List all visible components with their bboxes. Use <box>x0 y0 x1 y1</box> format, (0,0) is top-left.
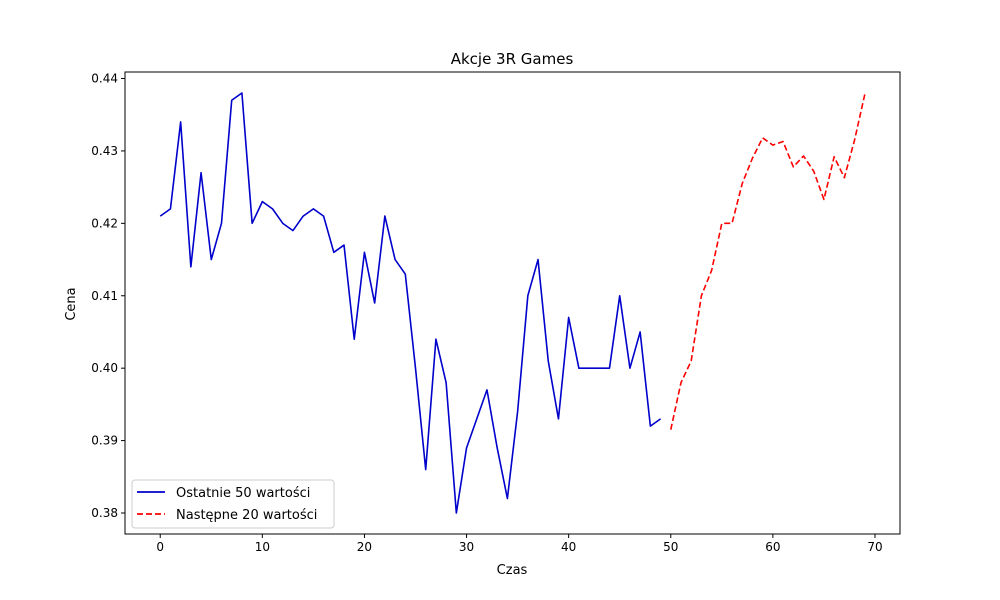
x-axis-label: Czas <box>497 563 528 578</box>
x-tick-label: 30 <box>459 540 474 554</box>
series-layer <box>159 92 866 514</box>
y-axis-label: Cena <box>64 287 79 320</box>
y-tick-label: 0.42 <box>91 216 118 230</box>
x-tick-label: 0 <box>156 540 164 554</box>
x-tick-label: 10 <box>255 540 270 554</box>
y-tick-label: 0.41 <box>91 289 118 303</box>
legend-box <box>131 479 335 529</box>
x-tick-label: 50 <box>663 540 678 554</box>
series-line-observed <box>159 92 662 514</box>
y-tick-label: 0.44 <box>91 72 118 86</box>
x-tick-label: 40 <box>561 540 576 554</box>
legend-label-observed: Ostatnie 50 wartości <box>176 486 310 501</box>
chart-title: Akcje 3R Games <box>451 50 574 68</box>
y-tick-label: 0.43 <box>91 144 118 158</box>
plot-frame <box>124 71 901 535</box>
y-tick-label: 0.40 <box>91 361 118 375</box>
x-tick-label: 70 <box>867 540 882 554</box>
y-tick-label: 0.38 <box>91 506 118 520</box>
legend: Ostatnie 50 wartości Następne 20 wartośc… <box>131 479 335 529</box>
y-tick-label: 0.39 <box>91 434 118 448</box>
x-tick-label: 60 <box>765 540 780 554</box>
x-tick-label: 20 <box>357 540 372 554</box>
axis-ticks: 0 10 20 30 40 50 60 70 0.38 0.39 0.40 0.41 0.42 0.43 0… <box>91 72 882 554</box>
legend-label-forecast: Następne 20 wartości <box>176 508 317 523</box>
